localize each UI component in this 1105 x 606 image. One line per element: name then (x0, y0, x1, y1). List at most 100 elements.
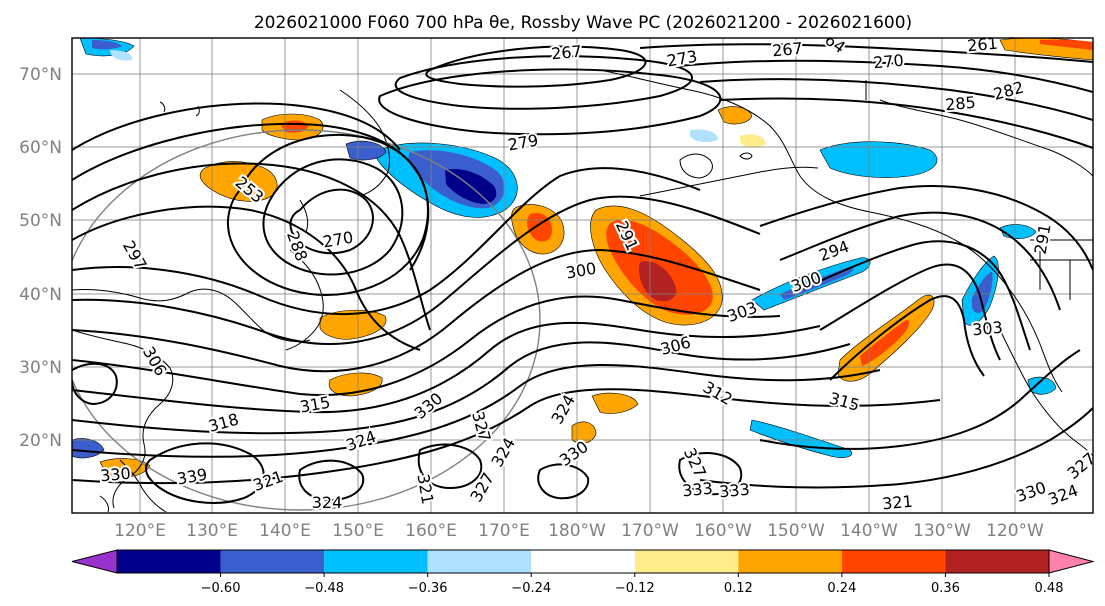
contour-line (779, 211, 1061, 311)
graticule (72, 38, 1093, 513)
contour-line (759, 349, 1081, 450)
contour-line (679, 59, 1093, 93)
colorbar-segment (531, 550, 635, 573)
contour-label: 321 (881, 492, 913, 514)
contour-line (72, 195, 761, 345)
colorbar-tick-label: 0.12 (724, 581, 753, 596)
contour-line (394, 55, 693, 110)
warm-anomaly-japan (319, 309, 387, 340)
longitude-label: 140°E (259, 521, 311, 541)
contour-line (72, 102, 401, 151)
contour-line (819, 263, 1001, 361)
cold-anomaly-gulf-alaska (819, 141, 938, 178)
cold-anomaly-lightblue-1 (690, 129, 718, 143)
contour-line (378, 68, 722, 136)
latitude-label: 50°N (19, 211, 62, 231)
contour-line (759, 185, 1093, 271)
colorbar-segment (427, 550, 532, 573)
contour-line (678, 452, 743, 496)
colorbar-tick-label: −0.24 (511, 581, 551, 596)
latitude-label: 40°N (19, 285, 62, 305)
colorbar-segment (220, 550, 325, 573)
contour-line (72, 167, 701, 315)
colorbar-segment (738, 550, 842, 573)
contour-label: 270 (872, 51, 904, 73)
warm-anomaly-southwest (99, 458, 151, 478)
figure-title: 2026021000 F060 700 hPa θe, Rossby Wave … (254, 13, 912, 33)
longitude-label: 120°E (114, 521, 166, 541)
colorbar-tick-label: −0.60 (201, 581, 241, 596)
contour-label: 267 (771, 39, 803, 61)
contour-line (425, 45, 647, 88)
contour-line (699, 407, 1093, 489)
longitude-label: 180°W (548, 521, 606, 541)
contour-label: 324 (312, 493, 343, 512)
contour-line (226, 133, 429, 296)
contour-label: 291 (1031, 222, 1055, 255)
colorbar-tick-label: −0.12 (615, 581, 655, 596)
longitude-label: 170°E (478, 521, 530, 541)
contour-line (417, 443, 483, 490)
contour-line (829, 295, 985, 381)
latitude-label: 30°N (19, 358, 62, 378)
colorbar-extend-high (1048, 549, 1095, 574)
colorbar: −0.60 −0.48 −0.36 −0.24 −0.12 0.12 0.24 0.36 0.4… (71, 549, 1095, 596)
latitude-label: 60°N (19, 138, 62, 158)
cold-anomaly-southeast (1027, 376, 1057, 395)
warm-anomaly-arctic-core (1040, 39, 1093, 50)
cold-anomaly-lightblue-2 (110, 50, 133, 61)
latitude-axis: 70°N 60°N 50°N 40°N 30°N 20°N (19, 65, 62, 451)
longitude-label: 120°W (986, 521, 1044, 541)
contour-line (72, 162, 431, 331)
longitude-label: 130°E (186, 521, 238, 541)
contour-label: 333 (681, 479, 713, 501)
colorbar-extend-low (71, 549, 118, 574)
longitude-axis: 120°E 130°E 140°E 150°E 160°E 170°E 180°W 170°W… (114, 521, 1044, 541)
contour-line (72, 321, 821, 414)
latitude-label: 20°N (19, 431, 62, 451)
coast-kamchatka (339, 89, 391, 197)
contour-line (72, 364, 881, 458)
reference-circle (72, 129, 541, 511)
warm-anomaly-northpacific-peak (638, 261, 677, 302)
longitude-label: 140°W (840, 521, 898, 541)
colorbar-tick-label: −0.36 (408, 581, 448, 596)
colorbar-segment (945, 550, 1049, 573)
cold-anomaly-southwest (72, 438, 105, 459)
colorbar-tick-label: 0.36 (931, 581, 960, 596)
contour-line (719, 97, 1093, 149)
contour-line (298, 459, 365, 502)
contour-line (72, 362, 118, 406)
contour-line (699, 78, 1093, 121)
contour-line (72, 122, 430, 271)
coast-alaska (599, 69, 1063, 393)
cold-anomaly-california-core (972, 272, 993, 313)
cold-anomaly-arctic-west-core (92, 40, 122, 50)
coast-japan (285, 199, 324, 351)
contour-label: 285 (944, 93, 976, 115)
warm-anomaly-subtropical (591, 392, 639, 414)
colorbar-segment (634, 550, 739, 573)
colorbar-tick-label: 0.24 (827, 581, 856, 596)
contour-label: 303 (971, 318, 1003, 340)
longitude-label: 130°W (913, 521, 971, 541)
contour-line (72, 248, 761, 373)
coast-america-interior (865, 80, 1093, 300)
contour-line (144, 442, 265, 504)
contour-label: 330 (99, 464, 131, 486)
contour-line (537, 463, 590, 500)
contour-line (72, 341, 851, 435)
contour-line (72, 388, 941, 485)
contour-line (799, 240, 1031, 351)
contour-line (639, 43, 1093, 63)
contour-label: 267 (550, 42, 582, 64)
warm-anomaly-yellow-west (740, 134, 766, 148)
colorbar-segment (117, 550, 221, 573)
longitude-label: 170°W (621, 521, 679, 541)
cold-anomaly-bering (345, 140, 387, 161)
contour-line (262, 158, 404, 276)
coast-southeast-asia (99, 459, 167, 513)
coast-mexico (999, 329, 1093, 457)
